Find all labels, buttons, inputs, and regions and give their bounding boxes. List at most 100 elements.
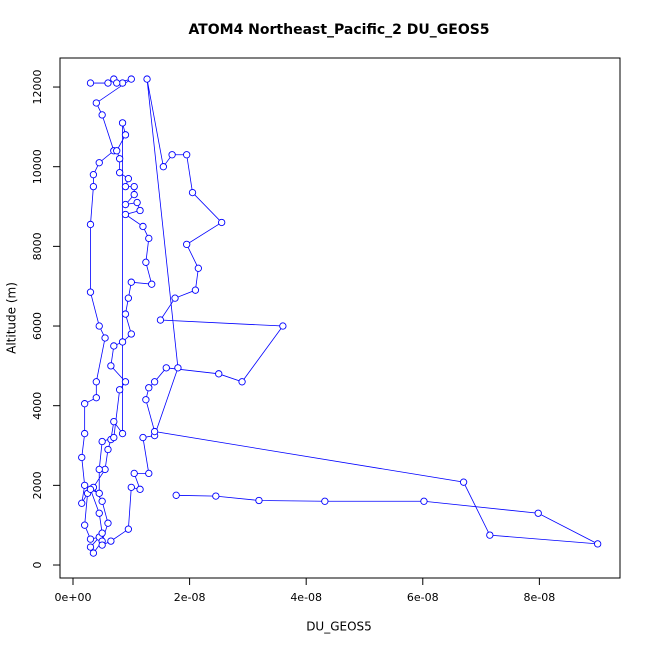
data-point (420, 497, 428, 505)
x-tick-label: 8e-08 (524, 591, 556, 604)
data-point (115, 169, 124, 177)
data-point (143, 75, 151, 83)
x-tick-label: 0e+00 (55, 591, 92, 604)
data-point (98, 497, 106, 505)
data-point (98, 541, 106, 549)
data-point (127, 75, 135, 83)
data-point (104, 519, 112, 527)
data-point (534, 509, 542, 517)
data-point (115, 386, 124, 394)
data-point (212, 492, 220, 500)
data-point (118, 429, 127, 438)
data-point (238, 378, 246, 386)
data-point (133, 198, 141, 207)
data-point (191, 286, 200, 294)
data-point (98, 437, 106, 446)
data-point (486, 531, 494, 539)
data-point (136, 485, 144, 493)
data-point (172, 491, 180, 499)
data-point (121, 200, 130, 209)
y-axis-label: Altitude (m) (5, 282, 19, 354)
data-point (81, 429, 89, 438)
data-point (142, 396, 150, 404)
data-point (124, 294, 133, 302)
data-point (156, 316, 165, 324)
data-point (121, 378, 130, 386)
data-point (121, 182, 130, 191)
data-point (183, 151, 191, 159)
data-point (95, 159, 103, 167)
data-point (104, 445, 112, 454)
data-point (92, 99, 100, 107)
data-point (98, 111, 106, 119)
data-point (174, 364, 182, 372)
data-point (78, 499, 86, 507)
data-point (183, 240, 191, 249)
data-point (162, 364, 170, 372)
y-tick-label: 12000 (31, 70, 44, 105)
y-tick-label: 6000 (31, 312, 44, 340)
data-point (124, 525, 133, 533)
data-point (107, 362, 115, 370)
data-point (148, 280, 156, 288)
data-point (95, 509, 103, 517)
data-point (118, 338, 127, 346)
data-point (150, 378, 159, 386)
data-point (89, 171, 98, 179)
data-point (104, 79, 112, 87)
data-point (127, 483, 135, 491)
x-tick-label: 6e-08 (407, 591, 439, 604)
data-point (86, 535, 95, 543)
data-point (459, 478, 468, 486)
data-point (86, 79, 95, 87)
data-point (78, 453, 86, 462)
data-point (110, 417, 118, 426)
data-point (130, 190, 138, 199)
data-point (136, 206, 144, 215)
data-point (594, 540, 602, 548)
y-tick-label: 8000 (31, 232, 44, 260)
data-point (121, 310, 130, 318)
data-point (150, 427, 159, 436)
data-point (321, 497, 329, 505)
data-point (139, 433, 147, 442)
data-point (92, 394, 100, 402)
data-point (86, 288, 95, 296)
data-point (81, 481, 89, 490)
data-point (124, 174, 133, 183)
data-point (81, 400, 89, 408)
data-point (113, 79, 121, 87)
x-tick-label: 4e-08 (290, 591, 322, 604)
data-point (95, 322, 103, 330)
y-tick-label: 10000 (31, 149, 44, 184)
data-point (194, 264, 202, 272)
data-point (86, 485, 95, 493)
data-point (139, 222, 147, 231)
data-point (121, 210, 130, 219)
y-tick-label: 4000 (31, 392, 44, 420)
data-point (168, 151, 176, 159)
data-point (110, 342, 118, 350)
data-point (130, 469, 138, 478)
data-point (115, 155, 124, 163)
data-point (130, 182, 138, 191)
data-point (145, 384, 153, 392)
chart-title: ATOM4 Northeast_Pacific_2 DU_GEOS5 (188, 22, 489, 38)
data-point (110, 433, 118, 442)
data-point (279, 322, 287, 330)
data-point (101, 334, 109, 342)
plot-frame (59, 57, 621, 579)
data-point (127, 330, 135, 338)
data-point (121, 131, 130, 139)
data-point (159, 163, 168, 171)
data-point (188, 188, 197, 197)
data-point (215, 370, 223, 378)
y-tick-label: 0 (31, 562, 44, 569)
data-point (145, 469, 153, 478)
data-point (86, 543, 95, 551)
data-point (89, 182, 98, 191)
data-point (113, 147, 121, 155)
data-point (145, 234, 153, 243)
data-point (142, 258, 150, 266)
x-tick-label: 2e-08 (174, 591, 206, 604)
